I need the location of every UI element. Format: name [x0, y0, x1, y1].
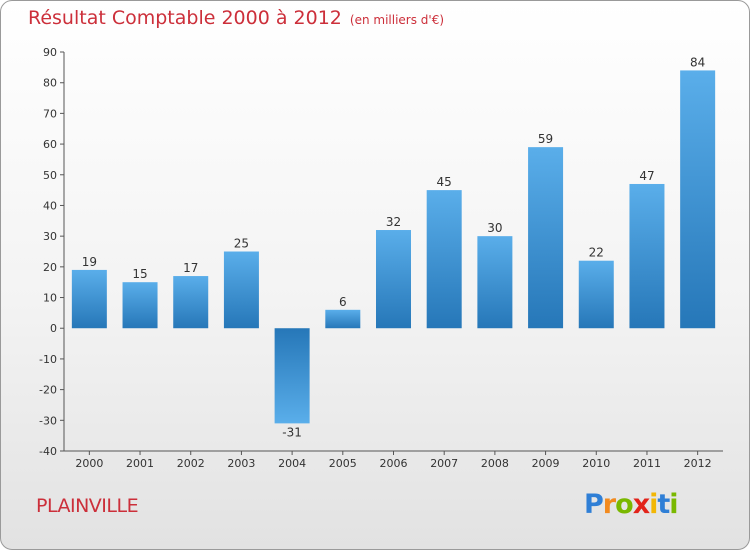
y-tick-label: 60	[43, 138, 57, 151]
logo-letter: P	[584, 489, 604, 520]
bar-2002	[173, 276, 209, 329]
bar-value-label: 6	[339, 295, 347, 309]
bar-2003	[223, 251, 259, 329]
logo-letter: r	[602, 489, 616, 520]
bar-2010	[578, 260, 614, 329]
chart-subtitle: (en milliers d'€)	[349, 13, 445, 27]
y-tick-label: 70	[43, 107, 57, 120]
place-name: PLAINVILLE	[36, 495, 139, 517]
x-tick-label: 2004	[278, 457, 306, 470]
bar-2001	[122, 282, 158, 329]
y-tick-label: 40	[43, 199, 57, 212]
bar-2011	[629, 183, 665, 329]
y-tick-label: 50	[43, 169, 57, 182]
logo-letter: x	[632, 489, 650, 520]
bar-value-label: 47	[639, 169, 654, 183]
bar-value-label: -31	[282, 425, 302, 439]
y-tick-label: 20	[43, 261, 57, 274]
proxiti-logo: Proxiti	[584, 489, 679, 520]
bar-value-label: 30	[487, 221, 502, 235]
logo-letter: t	[657, 489, 670, 520]
y-tick-label: 80	[43, 77, 57, 90]
logo-letter: i	[669, 489, 678, 520]
logo-letter: i	[649, 489, 658, 520]
y-tick-label: -20	[39, 384, 57, 397]
x-tick-label: 2007	[430, 457, 458, 470]
bar-value-label: 17	[183, 261, 198, 275]
bar-2009	[528, 147, 564, 329]
bar-2008	[477, 236, 513, 329]
bar-value-label: 45	[437, 175, 452, 189]
x-tick-label: 2000	[75, 457, 103, 470]
x-tick-label: 2011	[633, 457, 661, 470]
bar-2007	[426, 190, 462, 329]
x-tick-label: 2005	[329, 457, 357, 470]
y-tick-label: -10	[39, 353, 57, 366]
chart-title: Résultat Comptable 2000 à 2012 (en millie…	[28, 7, 444, 29]
y-tick-label: -30	[39, 414, 57, 427]
bar-value-label: 25	[234, 237, 249, 251]
bar-value-label: 59	[538, 132, 553, 146]
x-tick-label: 2009	[532, 457, 560, 470]
y-tick-label: 10	[43, 292, 57, 305]
x-tick-label: 2008	[481, 457, 509, 470]
bar-value-label: 15	[132, 267, 147, 281]
bar-value-label: 19	[82, 255, 97, 269]
logo-letter: o	[615, 489, 634, 520]
x-tick-label: 2003	[227, 457, 255, 470]
y-tick-label: -40	[39, 445, 57, 458]
bar-2006	[376, 230, 411, 329]
x-tick-label: 2012	[684, 457, 712, 470]
bar-2004	[274, 328, 310, 424]
title-text: Résultat Comptable 2000 à 2012	[28, 7, 342, 29]
x-tick-label: 2001	[126, 457, 154, 470]
bar-2000	[71, 269, 107, 329]
bar-value-label: 32	[386, 215, 401, 229]
bar-value-label: 22	[589, 246, 604, 260]
y-tick-label: 90	[43, 46, 57, 59]
x-tick-label: 2006	[380, 457, 408, 470]
x-tick-label: 2002	[177, 457, 205, 470]
bar-value-label: 84	[690, 55, 705, 69]
bar-2012	[680, 70, 716, 329]
y-tick-label: 0	[50, 322, 57, 335]
x-tick-label: 2010	[582, 457, 610, 470]
y-tick-label: 30	[43, 230, 57, 243]
bar-2005	[325, 309, 361, 329]
